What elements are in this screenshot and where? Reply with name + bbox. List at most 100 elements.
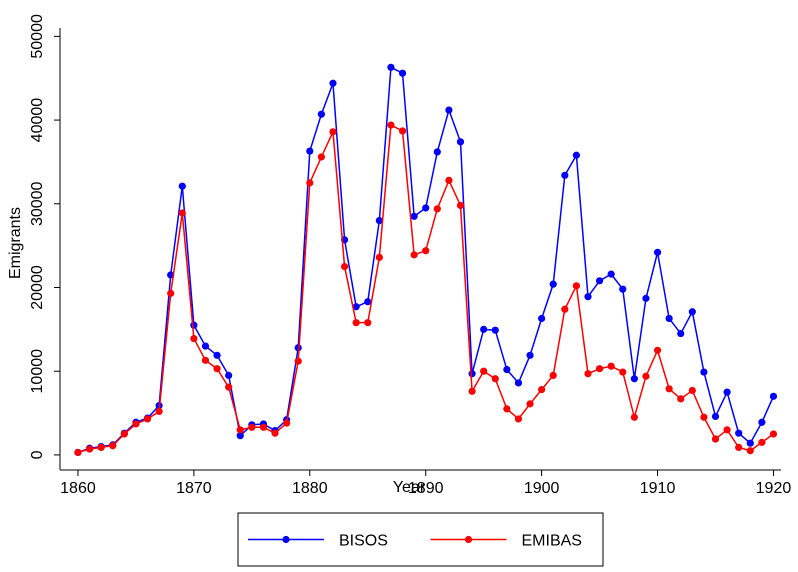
point <box>422 204 430 212</box>
point <box>700 413 708 421</box>
y-tick-label: 10000 <box>29 349 46 394</box>
point <box>329 79 337 87</box>
point <box>213 351 221 359</box>
point <box>746 447 754 455</box>
point <box>167 289 175 297</box>
point <box>97 443 105 451</box>
point <box>445 106 453 114</box>
y-tick-label: 20000 <box>29 265 46 310</box>
x-tick-label: 1900 <box>524 480 560 497</box>
point <box>653 248 662 256</box>
x-tick-label: 1920 <box>756 480 792 497</box>
x-tick-label: 1860 <box>60 480 96 497</box>
point <box>201 356 210 364</box>
point <box>178 182 186 190</box>
point <box>410 251 418 259</box>
point <box>433 205 441 213</box>
point <box>387 63 395 71</box>
point <box>271 429 279 437</box>
point <box>375 253 383 261</box>
point <box>561 171 569 179</box>
point <box>398 69 407 77</box>
y-tick-label: 0 <box>29 450 46 459</box>
point <box>595 277 604 285</box>
point <box>514 379 523 387</box>
legend-marker <box>282 535 290 544</box>
point <box>120 430 128 438</box>
point <box>364 319 372 327</box>
point <box>572 151 581 159</box>
point <box>688 386 696 395</box>
point <box>85 445 94 453</box>
point <box>769 430 778 438</box>
x-tick-label: 1880 <box>292 480 328 497</box>
point <box>143 415 152 423</box>
point <box>294 344 302 352</box>
point <box>572 282 581 290</box>
point <box>514 415 523 423</box>
point <box>642 294 650 302</box>
point <box>364 298 372 306</box>
point <box>630 375 638 383</box>
point <box>711 412 720 421</box>
legend-label: EMIBAS <box>522 533 582 550</box>
point <box>619 368 627 376</box>
x-axis-label: Year <box>393 479 426 496</box>
point <box>665 314 673 323</box>
point <box>607 270 615 278</box>
point <box>491 326 499 334</box>
point <box>607 362 615 370</box>
point <box>480 367 488 375</box>
point <box>294 357 302 365</box>
point <box>306 179 314 187</box>
point <box>584 370 592 378</box>
point <box>352 303 360 311</box>
point <box>225 371 233 380</box>
point <box>74 448 82 457</box>
point <box>526 351 534 359</box>
point <box>735 429 743 437</box>
point <box>758 438 766 446</box>
y-tick-label: 50000 <box>29 14 46 59</box>
point <box>642 372 650 380</box>
point <box>433 148 441 156</box>
point <box>711 435 720 443</box>
point <box>549 280 557 288</box>
y-tick-label: 40000 <box>29 98 46 143</box>
point <box>468 387 476 395</box>
x-tick-label: 1870 <box>176 480 212 497</box>
point <box>619 285 627 293</box>
point <box>340 262 349 271</box>
point <box>248 423 256 431</box>
point <box>653 346 662 354</box>
point <box>190 334 198 343</box>
point <box>306 147 314 155</box>
point <box>201 342 210 350</box>
point <box>665 385 673 393</box>
point <box>677 329 685 338</box>
point <box>387 121 395 129</box>
point <box>398 127 407 135</box>
y-tick-label: 30000 <box>29 181 46 226</box>
point <box>480 325 488 333</box>
point <box>630 413 638 421</box>
point <box>549 371 557 380</box>
point <box>456 138 465 146</box>
point <box>723 388 731 396</box>
point <box>503 365 511 374</box>
point <box>132 420 140 428</box>
point <box>283 419 291 427</box>
point <box>236 426 244 434</box>
point <box>769 392 778 400</box>
x-tick-label: 1890 <box>408 480 444 497</box>
point <box>375 216 383 225</box>
point <box>317 110 325 118</box>
point <box>236 432 244 440</box>
point <box>538 386 546 394</box>
point <box>259 423 268 431</box>
series-line <box>77 123 774 454</box>
point <box>329 128 337 136</box>
point <box>213 365 221 373</box>
point <box>758 418 766 426</box>
